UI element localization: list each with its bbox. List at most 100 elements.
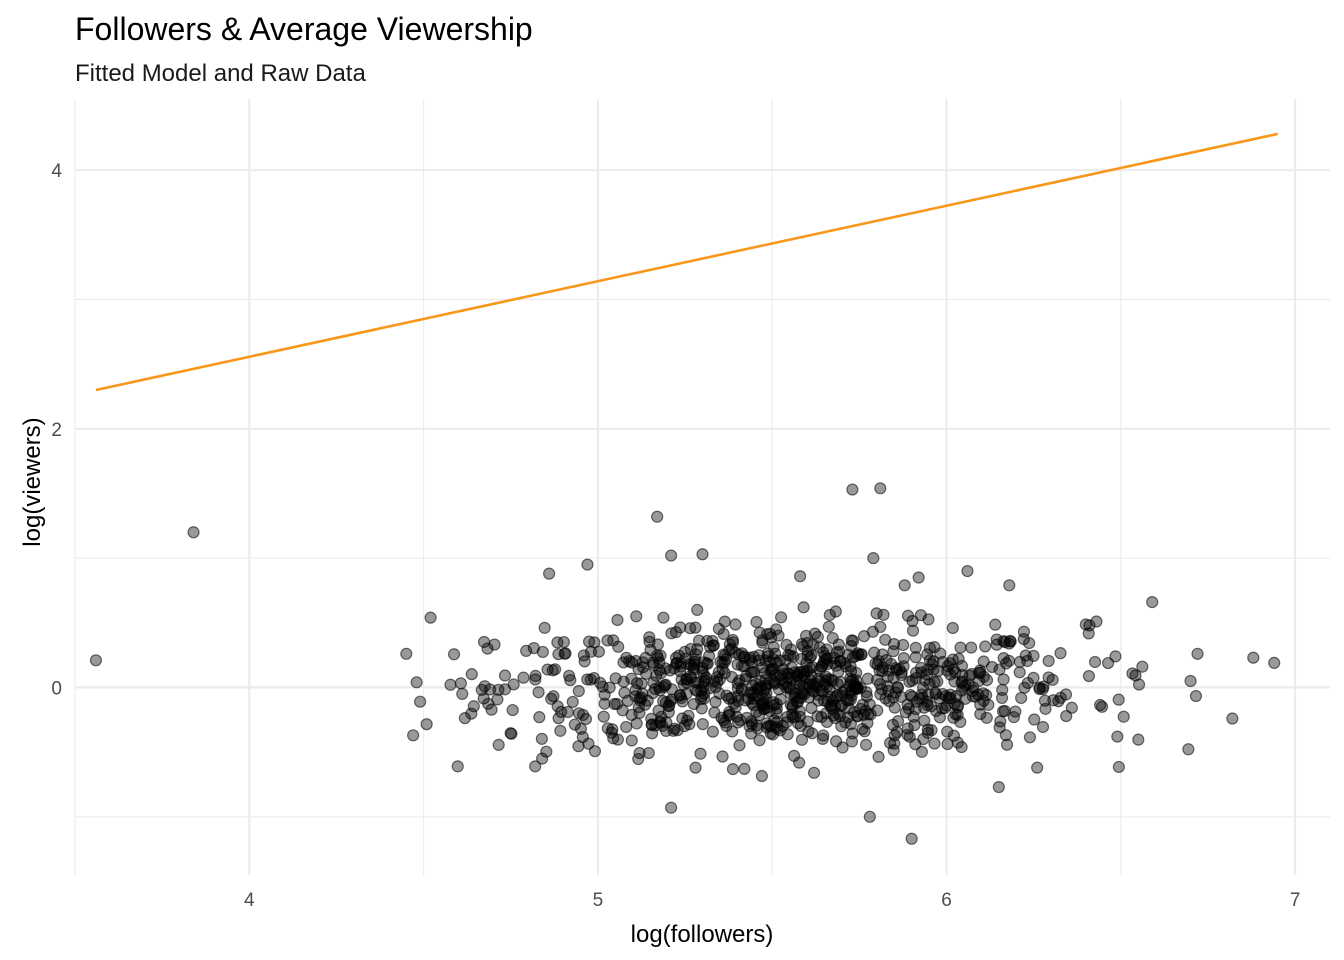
data-point: [738, 762, 751, 776]
data-point: [922, 613, 935, 626]
data-point: [707, 675, 721, 688]
data-point: [811, 630, 824, 644]
data-point: [723, 706, 736, 719]
data-point: [782, 649, 795, 662]
data-point: [682, 709, 695, 722]
data-point: [826, 631, 839, 645]
data-point: [802, 725, 815, 738]
data-point: [836, 741, 849, 754]
data-point: [669, 626, 683, 639]
data-point: [775, 611, 788, 624]
data-point: [847, 634, 860, 647]
data-point: [954, 715, 967, 729]
data-point: [1079, 618, 1092, 631]
data-point: [977, 655, 990, 668]
data-point: [1191, 647, 1204, 660]
data-point: [1129, 669, 1142, 682]
data-point: [1065, 701, 1078, 714]
data-point: [824, 673, 838, 686]
data-point: [780, 638, 793, 651]
data-point: [410, 676, 423, 689]
data-point: [784, 643, 798, 656]
data-point: [718, 716, 732, 729]
data-point: [467, 700, 480, 713]
data-point: [669, 651, 683, 664]
data-point: [1021, 676, 1034, 690]
data-point: [998, 704, 1011, 718]
data-point: [956, 668, 969, 682]
data-point: [823, 608, 836, 622]
data-point: [817, 729, 830, 742]
data-point: [925, 700, 938, 713]
data-point: [1112, 760, 1125, 774]
data-point: [777, 667, 790, 680]
data-point: [928, 737, 941, 750]
data-point: [1007, 711, 1020, 724]
data-point: [717, 648, 730, 661]
data-point: [980, 711, 993, 724]
data-point: [645, 718, 659, 731]
data-point: [923, 641, 936, 655]
y-tick-labels: 0 2 4: [51, 161, 62, 699]
data-point: [859, 738, 873, 751]
data-point: [836, 686, 849, 699]
data-point: [882, 684, 895, 698]
data-point: [918, 714, 931, 727]
data-point: [1052, 695, 1065, 708]
data-point: [854, 648, 868, 661]
data-points: [89, 482, 1281, 845]
data-point: [564, 674, 577, 687]
data-point: [906, 614, 919, 628]
data-point: [920, 695, 934, 708]
data-point: [750, 615, 763, 629]
data-point: [529, 669, 542, 682]
data-point: [928, 675, 941, 689]
x-tick-labels: 4 5 6 7: [244, 890, 1300, 911]
data-point: [955, 740, 968, 754]
data-point: [1017, 625, 1031, 638]
data-point: [506, 703, 519, 717]
y-tick-label: 0: [51, 678, 62, 699]
data-point: [947, 729, 961, 742]
data-point: [739, 694, 752, 707]
data-point: [424, 611, 437, 624]
data-point: [535, 732, 548, 745]
data-point: [1003, 579, 1016, 592]
data-point: [632, 752, 645, 766]
data-point: [651, 510, 664, 523]
data-point: [700, 657, 713, 670]
data-point: [793, 679, 807, 692]
major-gridlines: [75, 99, 1330, 875]
data-point: [822, 620, 835, 633]
data-point: [888, 701, 901, 714]
y-tick-label: 4: [51, 161, 62, 182]
data-point: [630, 677, 644, 690]
data-point: [954, 641, 967, 654]
data-point: [477, 635, 491, 649]
data-point: [554, 724, 567, 737]
data-point: [694, 747, 707, 760]
x-tick-label: 7: [1290, 890, 1301, 911]
data-point: [795, 733, 809, 746]
data-point: [714, 655, 727, 668]
data-point: [961, 564, 974, 578]
data-point: [872, 750, 885, 764]
data-point: [906, 674, 919, 687]
data-point: [974, 707, 987, 721]
data-point: [949, 666, 962, 679]
data-point: [786, 699, 799, 712]
data-point: [536, 752, 549, 765]
data-point: [844, 665, 858, 678]
data-point: [1094, 698, 1107, 712]
data-point: [696, 548, 709, 561]
data-point: [792, 691, 805, 704]
data-point: [588, 636, 601, 649]
data-point: [734, 714, 747, 727]
data-point: [907, 710, 920, 723]
data-point: [632, 700, 645, 714]
data-point: [1002, 637, 1016, 650]
data-point: [1268, 656, 1281, 669]
data-point: [995, 691, 1009, 705]
data-point: [990, 638, 1003, 651]
data-point: [886, 718, 900, 731]
